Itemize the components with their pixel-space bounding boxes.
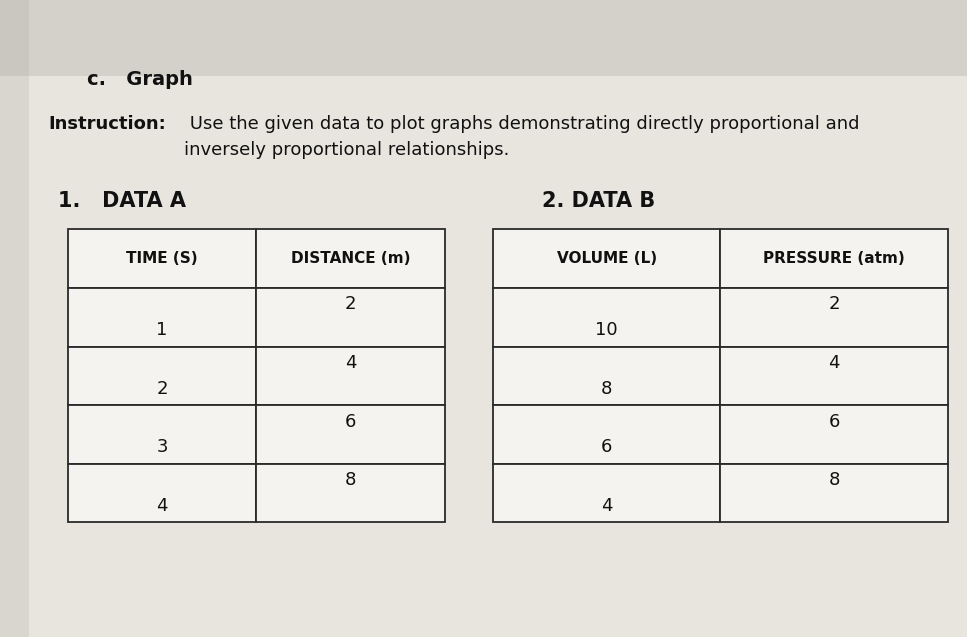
- Text: 4: 4: [157, 497, 167, 515]
- Bar: [0, 0, 29, 637]
- Bar: [493, 288, 720, 347]
- Bar: [720, 347, 948, 405]
- Text: 2. DATA B: 2. DATA B: [542, 191, 655, 211]
- Text: 4: 4: [601, 497, 612, 515]
- Text: 4: 4: [829, 354, 839, 372]
- Text: DISTANCE (m): DISTANCE (m): [291, 251, 410, 266]
- Text: Use the given data to plot graphs demonstrating directly proportional and
invers: Use the given data to plot graphs demons…: [184, 115, 860, 159]
- Bar: [256, 405, 445, 464]
- Text: 8: 8: [829, 471, 839, 489]
- Bar: [720, 405, 948, 464]
- Bar: [256, 347, 445, 405]
- Bar: [493, 464, 720, 522]
- Bar: [68, 405, 256, 464]
- Bar: [68, 229, 256, 288]
- Text: c.   Graph: c. Graph: [87, 70, 192, 89]
- Text: 4: 4: [345, 354, 356, 372]
- Bar: [493, 405, 720, 464]
- Text: 6: 6: [829, 413, 839, 431]
- Bar: [256, 229, 445, 288]
- Bar: [493, 229, 720, 288]
- Text: 2: 2: [157, 380, 167, 397]
- Text: 2: 2: [829, 296, 839, 313]
- Bar: [493, 347, 720, 405]
- Text: 2: 2: [345, 296, 356, 313]
- Bar: [720, 229, 948, 288]
- Bar: [68, 347, 256, 405]
- Text: PRESSURE (atm): PRESSURE (atm): [763, 251, 905, 266]
- Text: Instruction:: Instruction:: [48, 115, 166, 132]
- Text: 1: 1: [157, 321, 167, 339]
- Text: 1.   DATA A: 1. DATA A: [58, 191, 186, 211]
- Bar: [720, 464, 948, 522]
- Bar: [256, 464, 445, 522]
- Bar: [256, 288, 445, 347]
- Text: 6: 6: [601, 438, 612, 456]
- Text: 8: 8: [601, 380, 612, 397]
- Text: VOLUME (L): VOLUME (L): [557, 251, 657, 266]
- Bar: [720, 288, 948, 347]
- Bar: [68, 288, 256, 347]
- Text: TIME (S): TIME (S): [126, 251, 198, 266]
- Text: 6: 6: [345, 413, 356, 431]
- Text: 8: 8: [345, 471, 356, 489]
- Bar: [68, 464, 256, 522]
- Text: 3: 3: [157, 438, 167, 456]
- Bar: [0, 0, 967, 76]
- Text: 10: 10: [596, 321, 618, 339]
